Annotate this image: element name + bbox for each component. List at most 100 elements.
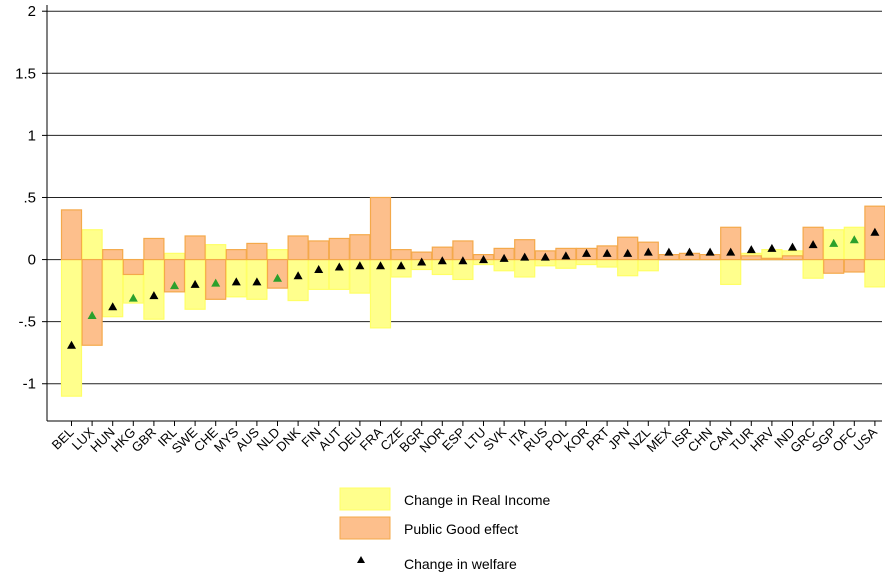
- welfare-marker: [705, 247, 715, 256]
- welfare-marker: [458, 256, 468, 265]
- legend-label-public-good: Public Good effect: [404, 521, 518, 537]
- public-good-bar: [843, 258, 865, 273]
- welfare-marker: [829, 238, 839, 247]
- welfare-marker: [231, 277, 241, 286]
- welfare-marker: [314, 265, 324, 274]
- welfare-marker: [849, 235, 859, 244]
- welfare-marker: [479, 255, 488, 264]
- public-good-bar: [720, 226, 742, 261]
- welfare-marker: [582, 248, 591, 257]
- legend-marker-welfare: [357, 556, 365, 563]
- real-income-bar: [369, 258, 392, 329]
- y-tick-label: -.5: [18, 314, 36, 331]
- real-income-bar: [81, 229, 103, 261]
- welfare-marker: [540, 252, 550, 261]
- welfare-marker: [376, 261, 385, 270]
- public-good-bar: [163, 258, 186, 293]
- public-good-bar: [81, 258, 103, 346]
- welfare-marker: [520, 252, 530, 261]
- welfare-marker: [87, 310, 97, 319]
- welfare-marker: [396, 261, 406, 270]
- y-tick-label: 2: [28, 3, 36, 20]
- real-income-bar: [802, 258, 824, 279]
- welfare-marker: [788, 242, 797, 251]
- welfare-marker: [190, 279, 200, 288]
- real-income-bar: [637, 258, 659, 272]
- welfare-marker: [417, 257, 427, 266]
- real-income-bar: [843, 226, 865, 261]
- public-good-bar: [143, 237, 165, 261]
- legend-label-welfare: Change in welfare: [404, 556, 517, 572]
- public-good-bar: [369, 196, 392, 261]
- public-good-bar: [740, 255, 762, 261]
- real-income-bar: [720, 258, 742, 286]
- real-income-bar: [514, 258, 536, 278]
- y-tick-label: 1: [28, 127, 36, 144]
- y-axis-ticks: -1 -.5 0 .5 1 1.5 2: [15, 3, 47, 393]
- real-income-bar: [287, 258, 309, 302]
- welfare-marker: [870, 227, 880, 236]
- welfare-marker: [664, 247, 674, 256]
- real-income-bar: [575, 258, 598, 266]
- welfare-marker: [334, 262, 344, 271]
- welfare-marker: [149, 291, 159, 300]
- public-good-bar: [390, 249, 412, 261]
- real-income-bar: [163, 252, 186, 261]
- welfare-marker: [561, 251, 571, 260]
- public-good-bar: [308, 240, 330, 261]
- real-income-bars: [60, 226, 885, 397]
- welfare-marker: [252, 277, 262, 286]
- y-tick-label: .5: [23, 189, 36, 206]
- public-good-bar: [349, 234, 371, 261]
- y-tick-label: 1.5: [15, 65, 36, 82]
- welfare-marker: [293, 271, 303, 280]
- welfare-marker: [767, 243, 777, 252]
- real-income-bar: [555, 258, 577, 269]
- welfare-marker: [211, 278, 221, 287]
- real-income-bar: [143, 258, 165, 320]
- real-income-bar: [596, 258, 618, 268]
- x-axis-ticks: BELLUXHUNHKGGBRIRLSWECHEMYSAUSNLDDNKFINA…: [49, 421, 881, 456]
- gridlines: [47, 10, 882, 385]
- real-income-bar: [266, 249, 289, 261]
- welfare-marker: [623, 248, 633, 257]
- legend-swatch-public-good: [339, 516, 391, 540]
- real-income-bar: [205, 244, 227, 261]
- welfare-marker: [437, 256, 447, 265]
- welfare-marker: [499, 253, 509, 262]
- real-income-bar: [864, 258, 885, 288]
- public-good-bar: [122, 258, 144, 276]
- public-good-bar: [225, 249, 247, 261]
- y-tick-label: 0: [28, 252, 36, 269]
- y-tick-label: -1: [23, 376, 36, 393]
- public-good-bar: [761, 257, 783, 261]
- welfare-marker: [273, 273, 282, 282]
- welfare-marker: [602, 248, 612, 257]
- legend-label-real-income: Change in Real Income: [404, 492, 551, 508]
- welfare-marker: [67, 340, 76, 349]
- public-good-bar: [60, 209, 83, 261]
- public-good-bar: [287, 235, 309, 261]
- welfare-marker: [746, 245, 756, 254]
- legend: Change in Real Income Public Good effect…: [339, 487, 551, 572]
- legend-swatch-real-income: [339, 487, 391, 511]
- real-income-bar: [60, 258, 83, 397]
- public-good-bar: [328, 237, 350, 261]
- public-good-bar: [823, 258, 845, 274]
- real-income-bar: [617, 258, 639, 277]
- welfare-marker: [128, 293, 138, 302]
- x-tick-label: USA: [851, 424, 881, 454]
- public-good-bar: [184, 235, 206, 261]
- welfare-marker: [355, 261, 365, 270]
- welfare-marker: [808, 240, 818, 249]
- welfare-marker: [170, 281, 179, 290]
- public-good-bar: [246, 242, 268, 261]
- welfare-marker: [726, 247, 736, 256]
- welfare-markers: [67, 227, 880, 349]
- public-good-bar: [781, 255, 804, 261]
- welfare-marker: [108, 302, 118, 311]
- welfare-marker: [643, 247, 653, 256]
- public-good-bar: [102, 249, 124, 261]
- real-income-bar: [308, 258, 330, 290]
